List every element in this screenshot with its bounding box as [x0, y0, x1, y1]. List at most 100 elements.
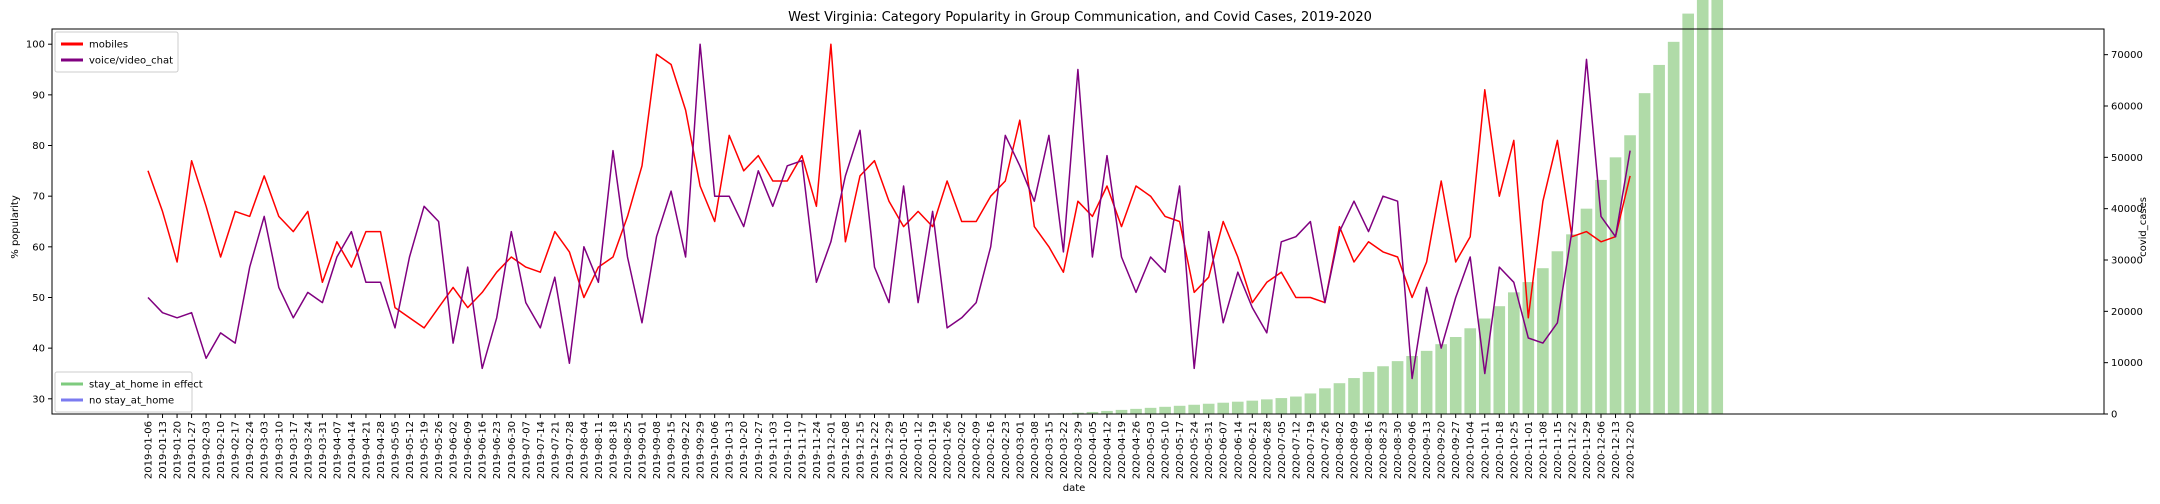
x-tick-label: 2020-04-19: [1117, 421, 1128, 479]
x-tick-label: 2020-01-19: [928, 421, 939, 479]
covid-cases-bar: [1435, 344, 1447, 414]
covid-cases-bar: [1377, 366, 1389, 414]
covid-cases-bar: [1595, 179, 1607, 414]
covid-cases-bar: [1304, 393, 1317, 414]
covid-cases-bar: [1551, 251, 1564, 414]
x-tick-label: 2020-08-30: [1393, 421, 1404, 479]
covid-cases-bar: [1711, 0, 1724, 415]
series-line-voice-video-chat: [147, 43, 1631, 380]
x-tick-label: 2019-01-06: [144, 421, 155, 479]
covid-cases-bar: [1682, 13, 1694, 414]
x-tick-label: 2019-12-01: [826, 421, 837, 479]
covid-cases-bar: [1420, 350, 1433, 414]
legend-label: voice/video_chat: [89, 56, 173, 67]
axes: 30 40 50 60 70 80 90 100 0 10000 20000 30000 40000 50…: [26, 28, 2143, 479]
covid-cases-bar: [1260, 399, 1273, 414]
y-left-tick-label: 30: [32, 394, 45, 405]
y-left-tick-label: 90: [32, 90, 45, 101]
x-tick-label: 2020-12-13: [1611, 421, 1622, 479]
covid-cases-bar: [1478, 318, 1491, 414]
x-tick-label: 2019-07-21: [550, 421, 561, 479]
covid-cases-bar: [1072, 412, 1084, 414]
x-tick-label: 2020-07-05: [1277, 421, 1288, 479]
x-tick-label: 2019-08-04: [579, 421, 590, 479]
y-left-tick-label: 40: [32, 344, 45, 355]
x-tick-label: 2019-09-22: [681, 421, 692, 479]
legend-frame: [54, 371, 193, 413]
x-tick-label: 2020-02-23: [1001, 421, 1012, 479]
x-tick-label: 2020-02-16: [986, 421, 997, 479]
x-tick-label: 2019-03-10: [274, 421, 285, 479]
x-tick-label: 2020-10-11: [1480, 421, 1491, 479]
y-axis-right-label: covid_cases: [2138, 197, 2149, 257]
x-tick-label: 2020-10-18: [1495, 421, 1506, 479]
x-tick-label: 2019-09-01: [638, 421, 649, 479]
y-right-tick-label: 10000: [2111, 358, 2143, 369]
x-tick-label: 2020-11-01: [1524, 421, 1535, 479]
y-right-tick-label: 50000: [2111, 153, 2143, 164]
y-left-tick-label: 60: [32, 242, 45, 253]
x-tick-label: 2020-05-24: [1190, 421, 1201, 479]
x-tick-label: 2020-08-02: [1335, 421, 1346, 479]
x-tick-label: 2019-01-13: [158, 421, 169, 479]
x-tick-label: 2020-05-03: [1146, 421, 1157, 479]
covid-cases-bar: [1653, 64, 1665, 414]
x-tick-label: 2020-10-04: [1466, 421, 1477, 479]
covid-cases-bar: [1580, 208, 1593, 414]
covid-cases-bar: [1188, 404, 1200, 414]
x-tick-label: 2019-06-23: [492, 421, 503, 479]
covid-cases-bar: [1696, 0, 1709, 415]
x-tick-label: 2020-09-27: [1451, 421, 1462, 479]
y-right-tick-label: 60000: [2111, 102, 2143, 113]
x-tick-label: 2019-05-05: [391, 421, 402, 479]
x-tick-label: 2019-12-08: [841, 421, 852, 479]
covid-cases-bar: [1537, 268, 1549, 414]
x-tick-label: 2019-02-10: [216, 421, 227, 479]
x-tick-label: 2019-09-08: [652, 421, 663, 479]
x-tick-label: 2020-11-29: [1582, 421, 1593, 479]
x-tick-label: 2019-06-09: [463, 421, 474, 479]
y-left-tick-label: 100: [26, 40, 45, 51]
x-tick-label: 2020-08-16: [1364, 421, 1375, 479]
covid-cases-bar: [1290, 396, 1302, 414]
x-tick-label: 2020-07-26: [1320, 421, 1331, 479]
y-axis-left-label: % popularity: [10, 195, 21, 259]
covid-cases-bar: [1319, 388, 1331, 414]
x-tick-label: 2020-08-23: [1379, 421, 1390, 479]
legend-label: mobiles: [89, 40, 128, 51]
covid-cases-bar: [1173, 405, 1186, 414]
x-tick-label: 2020-07-12: [1291, 421, 1302, 479]
covid-cases-bar: [1667, 41, 1680, 414]
x-tick-label: 2020-09-20: [1437, 421, 1448, 479]
x-tick-label: 2019-10-13: [725, 421, 736, 479]
legend-top: mobiles voice/video_chat: [54, 31, 179, 73]
x-tick-label: 2019-11-24: [812, 421, 823, 479]
x-tick-label: 2019-10-27: [754, 421, 765, 479]
x-tick-label: 2019-08-18: [609, 421, 620, 479]
x-tick-label: 2020-04-05: [1088, 421, 1099, 479]
legend-label: no stay_at_home: [89, 396, 174, 407]
x-tick-label: 2020-11-15: [1553, 421, 1564, 479]
covid-cases-bar: [1115, 409, 1128, 414]
x-tick-label: 2019-12-22: [870, 421, 881, 479]
x-tick-label: 2019-05-19: [420, 421, 431, 479]
covid-cases-bar: [1624, 135, 1636, 414]
x-tick-label: 2019-05-26: [434, 421, 445, 479]
x-tick-label: 2020-11-08: [1538, 421, 1549, 479]
covid-cases-bar: [1333, 383, 1346, 414]
x-tick-label: 2019-10-06: [710, 421, 721, 479]
series-line-mobiles: [147, 43, 1631, 329]
plot-frame: [51, 28, 2105, 415]
covid-cases-bar: [1101, 410, 1113, 414]
x-tick-label: 2020-02-02: [957, 421, 968, 479]
covid-cases-bar: [1566, 234, 1578, 414]
y-right-tick-label: 40000: [2111, 204, 2143, 215]
x-tick-label: 2020-03-01: [1015, 421, 1026, 479]
x-tick-label: 2019-04-21: [361, 421, 372, 479]
covid-cases-bar: [1362, 371, 1375, 414]
covid-cases-bars: [1057, 0, 1724, 415]
covid-cases-bar: [1609, 157, 1622, 415]
x-tick-label: 2020-06-07: [1219, 421, 1230, 479]
x-tick-label: 2020-01-26: [943, 421, 954, 479]
x-tick-label: 2019-04-07: [332, 421, 343, 479]
